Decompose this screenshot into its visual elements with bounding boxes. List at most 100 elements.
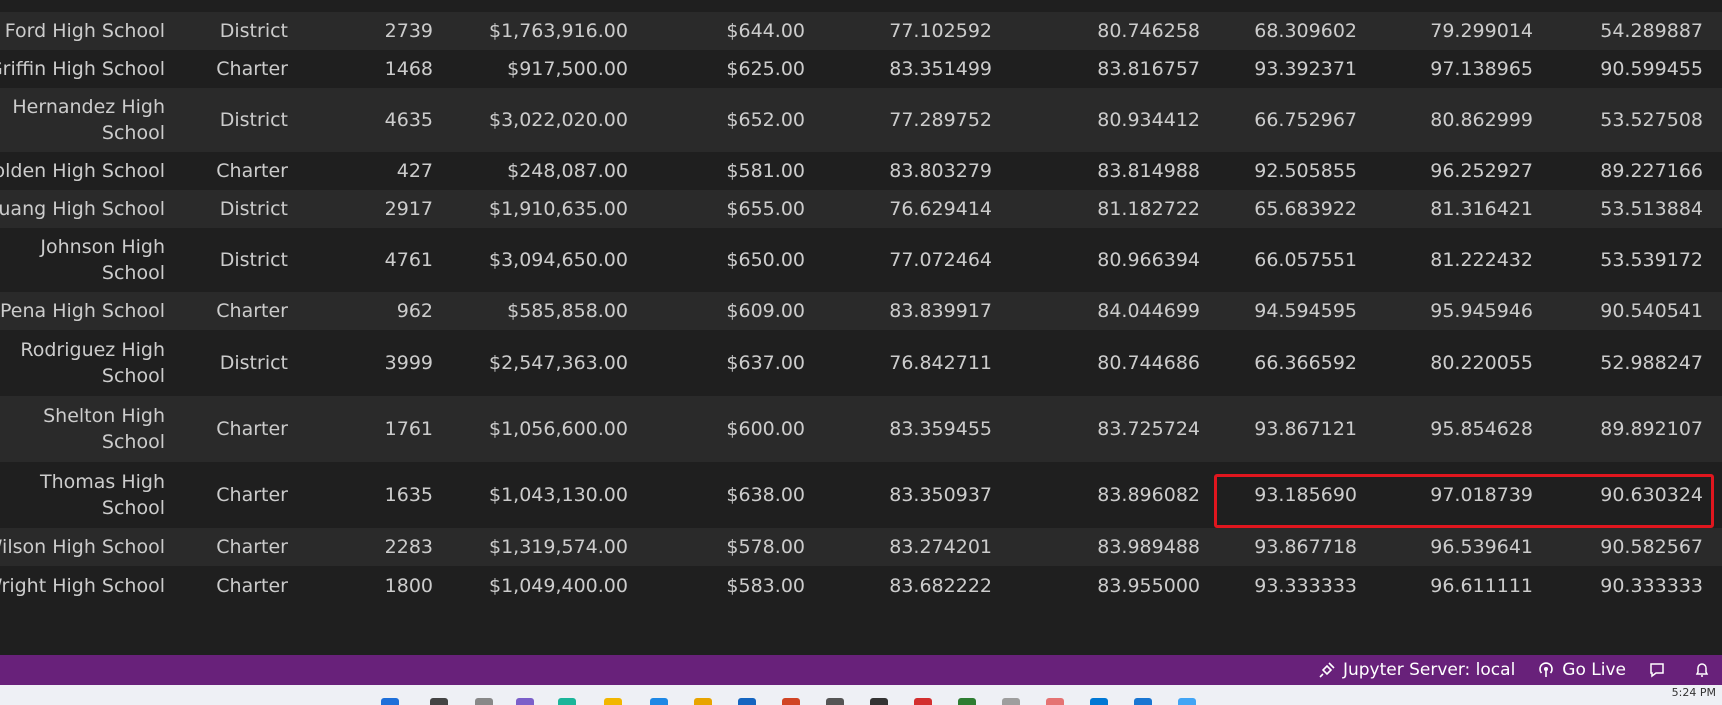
school-name-text: Wilson High School <box>0 536 165 558</box>
task-view-icon[interactable] <box>475 698 493 705</box>
windows-taskbar: 5:24 PM <box>0 685 1722 705</box>
app-icon-2[interactable] <box>958 698 976 705</box>
school-name-text: School <box>101 365 165 387</box>
table-row: Wilson High School Charter 2283 $1,319,574.… <box>0 528 1722 566</box>
school-name-text: School <box>101 431 165 453</box>
average-math-score-cell: 76.842711 <box>889 352 992 374</box>
chat-icon[interactable] <box>516 698 534 705</box>
percent-overall-passing-cell: 90.333333 <box>1600 575 1703 597</box>
school-name-cell: Pena High School <box>0 292 165 330</box>
percent-passing-math-cell: 93.333333 <box>1254 575 1357 597</box>
camera-icon[interactable] <box>826 698 844 705</box>
school-name-text: Pena High School <box>0 300 165 322</box>
school-name-cell: Griffin High School <box>0 50 165 88</box>
edge-icon[interactable] <box>558 698 576 705</box>
go-live-button[interactable]: Go Live <box>1537 660 1626 680</box>
table-row: Pena High School Charter 962 $585,858.00 $60… <box>0 292 1722 330</box>
highlight-annotation <box>1214 474 1714 528</box>
percent-passing-math-cell: 93.185690 <box>1254 484 1357 506</box>
table-row: Wright High School Charter 1800 $1,049,400.… <box>0 566 1722 606</box>
office-icon[interactable] <box>782 698 800 705</box>
percent-passing-math-cell: 66.752967 <box>1254 109 1357 131</box>
folder-icon[interactable] <box>694 698 712 705</box>
school-name-cell: Johnson High School <box>0 228 165 292</box>
total-budget-cell: $585,858.00 <box>507 300 628 322</box>
total-students-cell: 4635 <box>384 109 433 131</box>
average-reading-score-cell: 83.725724 <box>1097 418 1200 440</box>
store-icon[interactable] <box>650 698 668 705</box>
total-budget-cell: $1,910,635.00 <box>488 198 628 220</box>
average-math-score-cell: 77.289752 <box>889 109 992 131</box>
average-math-score-cell: 76.629414 <box>889 198 992 220</box>
table-row: Rodriguez High School District 3999 $2,547,3… <box>0 330 1722 396</box>
school-name-cell: Hernandez High School <box>0 88 165 152</box>
school-name-text: Shelton High <box>43 405 165 427</box>
app-icon-3[interactable] <box>1178 698 1196 705</box>
percent-passing-math-cell: 65.683922 <box>1254 198 1357 220</box>
percent-overall-passing-cell: 90.540541 <box>1600 300 1703 322</box>
percent-passing-reading-cell: 95.945946 <box>1430 300 1533 322</box>
percent-overall-passing-cell: 90.582567 <box>1600 536 1703 558</box>
per-student-budget-cell: $609.00 <box>726 300 805 322</box>
windows-start-icon[interactable] <box>381 698 399 705</box>
table-row: Shelton High School Charter 1761 $1,056,600.… <box>0 396 1722 462</box>
average-reading-score-cell: 83.989488 <box>1097 536 1200 558</box>
per-student-budget-cell: $644.00 <box>726 20 805 42</box>
broadcast-icon <box>1539 662 1554 677</box>
percent-passing-reading-cell: 97.138965 <box>1430 58 1533 80</box>
school-name-cell: Thomas High School <box>0 462 165 528</box>
bell-icon <box>1695 663 1709 677</box>
terminal-icon[interactable] <box>870 698 888 705</box>
percent-overall-passing-cell: 53.539172 <box>1600 249 1703 271</box>
average-reading-score-cell: 81.182722 <box>1097 198 1200 220</box>
calendar-icon[interactable] <box>1134 698 1152 705</box>
percent-overall-passing-cell: 53.513884 <box>1600 198 1703 220</box>
total-budget-cell: $1,049,400.00 <box>488 575 628 597</box>
app-icon[interactable] <box>738 698 756 705</box>
percent-passing-reading-cell: 95.854628 <box>1430 418 1533 440</box>
school-name-text: Rodriguez High <box>20 339 165 361</box>
paint-icon[interactable] <box>1046 698 1064 705</box>
search-icon[interactable] <box>430 698 448 705</box>
total-students-cell: 2917 <box>384 198 433 220</box>
school-name-text: Griffin High School <box>0 58 165 80</box>
file-explorer-icon[interactable] <box>604 698 622 705</box>
notifications-button[interactable] <box>1695 661 1716 679</box>
school-name-cell: Rodriguez High School <box>0 330 165 396</box>
total-budget-cell: $1,043,130.00 <box>488 484 628 506</box>
go-live-label: Go Live <box>1562 660 1626 680</box>
table-row: Ford High School District 2739 $1,763,916.0… <box>0 12 1722 50</box>
table-row: Holden High School Charter 427 $248,087.00 $… <box>0 152 1722 190</box>
per-student-budget-cell: $638.00 <box>726 484 805 506</box>
school-type-cell: District <box>219 109 288 131</box>
school-name-cell: Ford High School <box>0 12 165 50</box>
table-row: Huang High School District 2917 $1,910,635.… <box>0 190 1722 228</box>
average-reading-score-cell: 80.966394 <box>1097 249 1200 271</box>
percent-overall-passing-cell: 90.630324 <box>1600 484 1703 506</box>
per-student-budget-cell: $583.00 <box>726 575 805 597</box>
average-math-score-cell: 83.359455 <box>889 418 992 440</box>
feedback-button[interactable] <box>1648 661 1673 679</box>
notepad-icon[interactable] <box>1002 698 1020 705</box>
table-row: Thomas High School Charter 1635 $1,043,130.0… <box>0 462 1722 528</box>
school-name-text: Ford High School <box>4 20 165 42</box>
browser-icon[interactable] <box>914 698 932 705</box>
school-type-cell: District <box>219 249 288 271</box>
school-type-cell: Charter <box>216 160 288 182</box>
school-name-cell: Holden High School <box>0 152 165 190</box>
percent-passing-reading-cell: 81.316421 <box>1430 198 1533 220</box>
average-math-score-cell: 77.102592 <box>889 20 992 42</box>
percent-passing-reading-cell: 96.539641 <box>1430 536 1533 558</box>
jupyter-server-status[interactable]: Jupyter Server: local <box>1318 660 1515 680</box>
average-math-score-cell: 83.351499 <box>889 58 992 80</box>
average-reading-score-cell: 83.814988 <box>1097 160 1200 182</box>
percent-overall-passing-cell: 52.988247 <box>1600 352 1703 374</box>
dataframe-output: Ford High School District 2739 $1,763,916.0… <box>0 12 1722 606</box>
school-name-text: Thomas High <box>39 471 165 493</box>
school-type-cell: Charter <box>216 58 288 80</box>
vscode-icon[interactable] <box>1090 698 1108 705</box>
per-student-budget-cell: $637.00 <box>726 352 805 374</box>
school-name-text: Johnson High <box>40 236 165 258</box>
percent-passing-math-cell: 66.057551 <box>1254 249 1357 271</box>
per-student-budget-cell: $652.00 <box>726 109 805 131</box>
